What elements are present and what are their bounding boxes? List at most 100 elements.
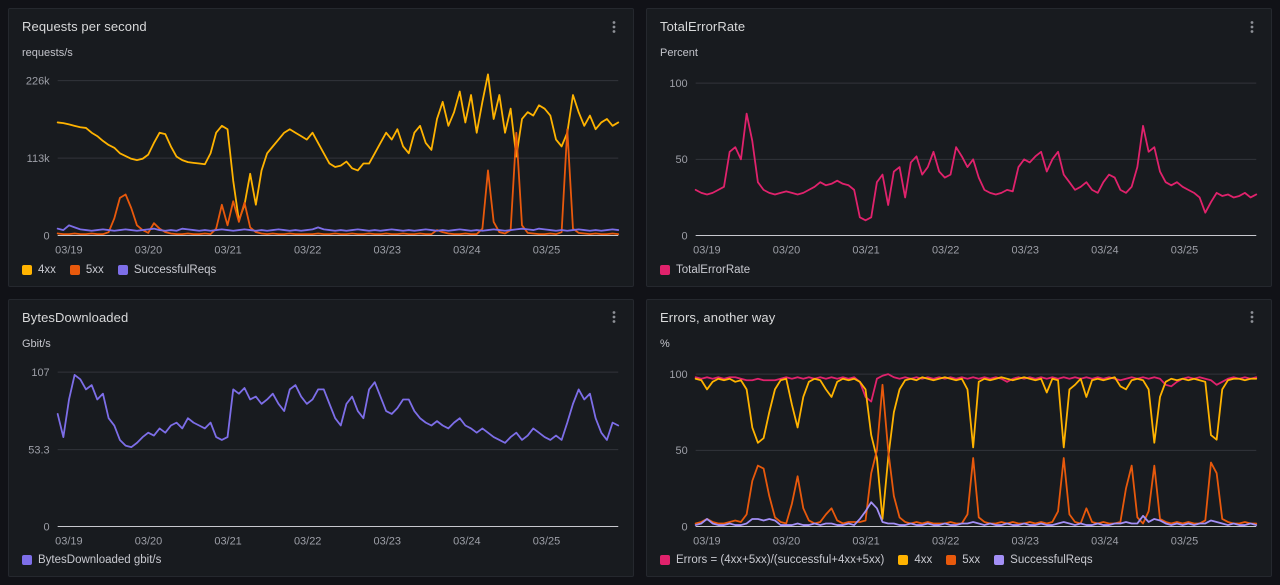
legend-swatch [117,264,128,275]
svg-text:0: 0 [682,230,688,242]
panel-total-error-rate: TotalErrorRate Percent 0 50 100 03/19 03/20 0… [646,8,1272,287]
kebab-menu-icon [612,20,616,33]
svg-text:0: 0 [682,521,688,533]
legend-item-5xx[interactable]: 5xx [946,554,980,566]
svg-text:03/20: 03/20 [135,245,162,257]
legend: BytesDownloaded gbit/s [9,550,633,576]
panel-header: Requests per second [9,9,633,39]
svg-text:03/25: 03/25 [1171,535,1198,547]
legend-item-Errors[interactable]: Errors = (4xx+5xx)/(successful+4xx+5xx) [660,554,884,566]
kebab-menu-icon [612,311,616,323]
panel-menu-button[interactable] [601,18,627,36]
panel-title[interactable]: BytesDownloaded [22,309,129,325]
svg-text:226k: 226k [26,75,50,87]
svg-text:03/24: 03/24 [453,535,480,547]
legend-item-5xx[interactable]: 5xx [69,263,104,276]
legend-swatch [69,264,80,275]
legend-item-SuccessfulReqs[interactable]: SuccessfulReqs [994,554,1093,566]
legend-swatch [946,555,957,565]
svg-text:03/22: 03/22 [932,535,959,547]
panel-errors-another-way: Errors, another way % 0 50 100 03/19 03/20 03… [646,298,1272,577]
y-axis-unit-label: requests/s [22,47,73,59]
svg-text:03/23: 03/23 [1012,245,1039,257]
legend-label: BytesDownloaded gbit/s [38,554,162,566]
legend-label: Errors = (4xx+5xx)/(successful+4xx+5xx) [676,554,885,566]
panel-header: Errors, another way [647,300,1271,330]
svg-text:03/25: 03/25 [533,245,560,257]
svg-text:03/19: 03/19 [693,245,720,257]
time-series-plot[interactable]: 0 113k 226k 03/19 03/20 03/21 03/22 03/23 03/24 0… [9,59,633,260]
svg-text:107: 107 [31,366,49,378]
svg-text:0: 0 [44,230,50,242]
legend-item-SuccessfulReqs[interactable]: SuccessfulReqs [117,263,217,276]
svg-text:100: 100 [669,369,687,381]
panel-bytes-downloaded: BytesDownloaded Gbit/s 0 53.3 107 03/19 03/2… [8,298,634,577]
svg-text:100: 100 [669,78,687,90]
legend: Errors = (4xx+5xx)/(successful+4xx+5xx) 4… [647,550,1271,576]
legend-item-4xx[interactable]: 4xx [898,554,932,566]
svg-text:03/20: 03/20 [135,535,162,547]
legend: 4xx 5xx SuccessfulReqs [9,260,633,286]
legend-swatch [22,264,32,275]
panel-menu-button[interactable] [1239,308,1265,326]
legend: TotalErrorRate [647,260,1271,286]
svg-text:03/21: 03/21 [214,245,241,257]
legend-label: TotalErrorRate [676,263,751,276]
svg-text:03/22: 03/22 [932,245,959,257]
svg-text:03/25: 03/25 [533,535,560,547]
legend-label: 5xx [85,263,104,276]
svg-text:03/25: 03/25 [1171,245,1198,257]
svg-text:03/23: 03/23 [374,245,401,257]
svg-text:50: 50 [675,154,687,166]
legend-swatch [660,555,670,565]
kebab-menu-icon [1250,311,1254,323]
svg-text:03/20: 03/20 [773,245,800,257]
svg-text:53.3: 53.3 [28,444,49,456]
panel-menu-button[interactable] [1239,18,1265,36]
legend-label: 4xx [38,263,56,276]
legend-item-4xx[interactable]: 4xx [22,264,56,276]
time-series-plot[interactable]: 0 50 100 03/19 03/20 03/21 03/22 03/23 03/24 03/2… [647,350,1271,551]
svg-text:03/22: 03/22 [294,535,321,547]
svg-text:03/21: 03/21 [852,245,879,257]
legend-item-BytesDownloaded[interactable]: BytesDownloaded gbit/s [22,554,161,566]
svg-text:03/21: 03/21 [852,535,879,547]
legend-label: 5xx [962,554,981,566]
legend-label: SuccessfulReqs [133,263,217,276]
svg-text:03/19: 03/19 [693,535,720,547]
legend-label: SuccessfulReqs [1010,554,1093,566]
svg-text:03/24: 03/24 [1091,245,1118,257]
svg-text:03/23: 03/23 [374,535,401,547]
y-axis-unit-label: % [660,337,670,350]
legend-swatch [898,555,909,565]
legend-swatch [994,555,1005,565]
svg-text:03/21: 03/21 [214,535,241,547]
panel-title[interactable]: Requests per second [22,19,147,34]
svg-text:03/23: 03/23 [1012,535,1039,547]
time-series-plot[interactable]: 0 53.3 107 03/19 03/20 03/21 03/22 03/23 03/24 03… [9,350,633,551]
svg-text:03/22: 03/22 [294,245,321,257]
kebab-menu-icon [1250,20,1254,33]
legend-label: 4xx [914,554,933,566]
panel-menu-button[interactable] [601,308,627,326]
time-series-plot[interactable]: 0 50 100 03/19 03/20 03/21 03/22 03/23 03/24 03/2… [647,59,1271,260]
panel-title[interactable]: TotalErrorRate [660,19,746,34]
panel-title[interactable]: Errors, another way [660,309,776,325]
legend-swatch [22,555,32,565]
svg-text:03/24: 03/24 [1091,535,1118,547]
panel-requests-per-second: Requests per second requests/s 0 113k 226k… [8,8,634,287]
svg-text:113k: 113k [27,153,50,165]
legend-swatch [660,264,670,275]
svg-text:03/19: 03/19 [55,245,82,257]
svg-text:50: 50 [675,445,687,457]
y-axis-unit-label: Gbit/s [22,337,51,350]
svg-text:03/24: 03/24 [453,245,480,257]
svg-text:03/20: 03/20 [773,535,800,547]
panel-header: TotalErrorRate [647,9,1271,39]
svg-text:0: 0 [44,521,50,533]
y-axis-unit-label: Percent [660,47,698,59]
legend-item-TotalErrorRate[interactable]: TotalErrorRate [660,264,750,276]
svg-text:03/19: 03/19 [55,535,82,547]
panel-header: BytesDownloaded [9,300,633,330]
